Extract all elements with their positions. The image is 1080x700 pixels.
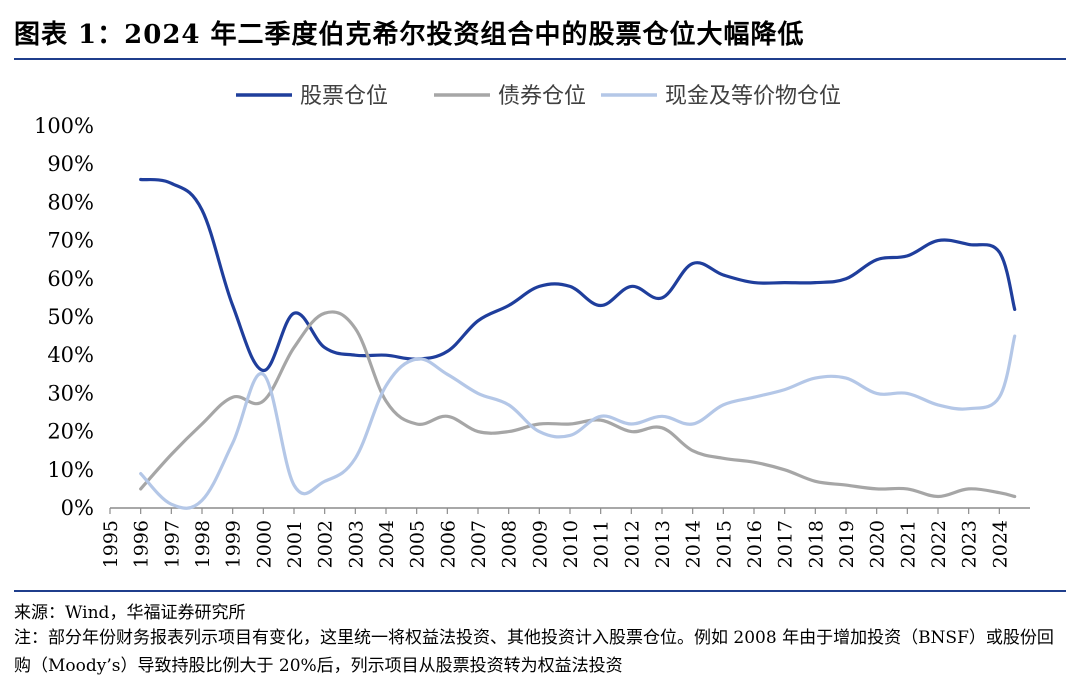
x-tick-label: 2002 <box>315 520 337 568</box>
y-tick-label: 10% <box>47 458 94 482</box>
y-tick-label: 20% <box>47 420 94 444</box>
footer-rule <box>14 590 1066 592</box>
x-tick-label: 1995 <box>100 520 122 568</box>
x-tick-label: 2008 <box>499 520 521 568</box>
legend-label-equity: 股票仓位 <box>300 84 388 109</box>
line-chart: 股票仓位 债券仓位 现金及等价物仓位 0% 10% 20% 30% 40% 50% 60% 70%… <box>34 84 1030 568</box>
x-tick-label: 2013 <box>652 520 674 568</box>
x-tick-label: 2024 <box>989 520 1011 568</box>
series-line-bond <box>139 310 1017 499</box>
series-group <box>139 177 1017 510</box>
x-tick-label: 2007 <box>468 520 490 568</box>
x-tick-label: 2011 <box>591 520 613 568</box>
y-tick-label: 70% <box>47 229 94 253</box>
x-tick-label: 2015 <box>713 520 735 568</box>
y-tick-label: 60% <box>47 267 94 291</box>
x-tick-label: 1999 <box>223 520 245 568</box>
x-tick-label: 2003 <box>345 520 367 568</box>
series-line-equity <box>139 177 1017 373</box>
legend: 股票仓位 债券仓位 现金及等价物仓位 <box>236 84 841 109</box>
x-tick-label: 2010 <box>560 520 582 568</box>
y-tick-label: 30% <box>47 381 94 405</box>
x-tick-label: 2020 <box>867 520 889 568</box>
chart-title: 图表 1：2024 年二季度伯克希尔投资组合中的股票仓位大幅降低 <box>14 20 805 50</box>
title-rule <box>14 58 1066 60</box>
y-tick-label: 40% <box>47 343 94 367</box>
x-tick-label: 2000 <box>253 520 275 568</box>
x-tick-label: 2004 <box>376 520 398 568</box>
y-tick-label: 0% <box>61 496 94 520</box>
x-axis: 1995 1996 1997 1998 1999 2000 2001 2002 2003 2004… <box>100 507 1030 568</box>
note-text: 注：部分年份财务报表列示项目有变化，这里统一将权益法投资、其他投资计入股票仓位。… <box>14 628 1054 676</box>
x-tick-label: 2023 <box>959 520 981 568</box>
x-tick-label: 2006 <box>437 520 459 568</box>
y-tick-label: 80% <box>47 190 94 214</box>
y-tick-label: 90% <box>47 152 94 176</box>
x-tick-label: 2022 <box>928 520 950 568</box>
x-tick-label: 2017 <box>775 520 797 568</box>
x-tick-label: 2009 <box>529 520 551 568</box>
x-tick-label: 2001 <box>284 520 306 568</box>
x-tick-label: 2018 <box>805 520 827 568</box>
x-tick-label: 2012 <box>621 520 643 568</box>
source-text: 来源：Wind，华福证券研究所 <box>14 603 246 623</box>
y-tick-label: 50% <box>47 305 94 329</box>
x-tick-label: 2014 <box>683 520 705 568</box>
x-tick-label: 2005 <box>407 520 429 568</box>
y-axis: 0% 10% 20% 30% 40% 50% 60% 70% 80% 90% 100% <box>34 114 94 520</box>
x-tick-label: 2019 <box>836 520 858 568</box>
x-tick-label: 2016 <box>744 520 766 568</box>
x-tick-label: 1996 <box>131 520 153 568</box>
legend-label-bond: 债券仓位 <box>498 84 586 109</box>
x-tick-label: 1997 <box>161 520 183 568</box>
y-tick-label: 100% <box>34 114 94 138</box>
x-tick-label: 1998 <box>192 520 214 568</box>
x-tick-label: 2021 <box>897 520 919 568</box>
legend-label-cash: 现金及等价物仓位 <box>665 84 841 109</box>
series-line-cash <box>139 334 1017 510</box>
